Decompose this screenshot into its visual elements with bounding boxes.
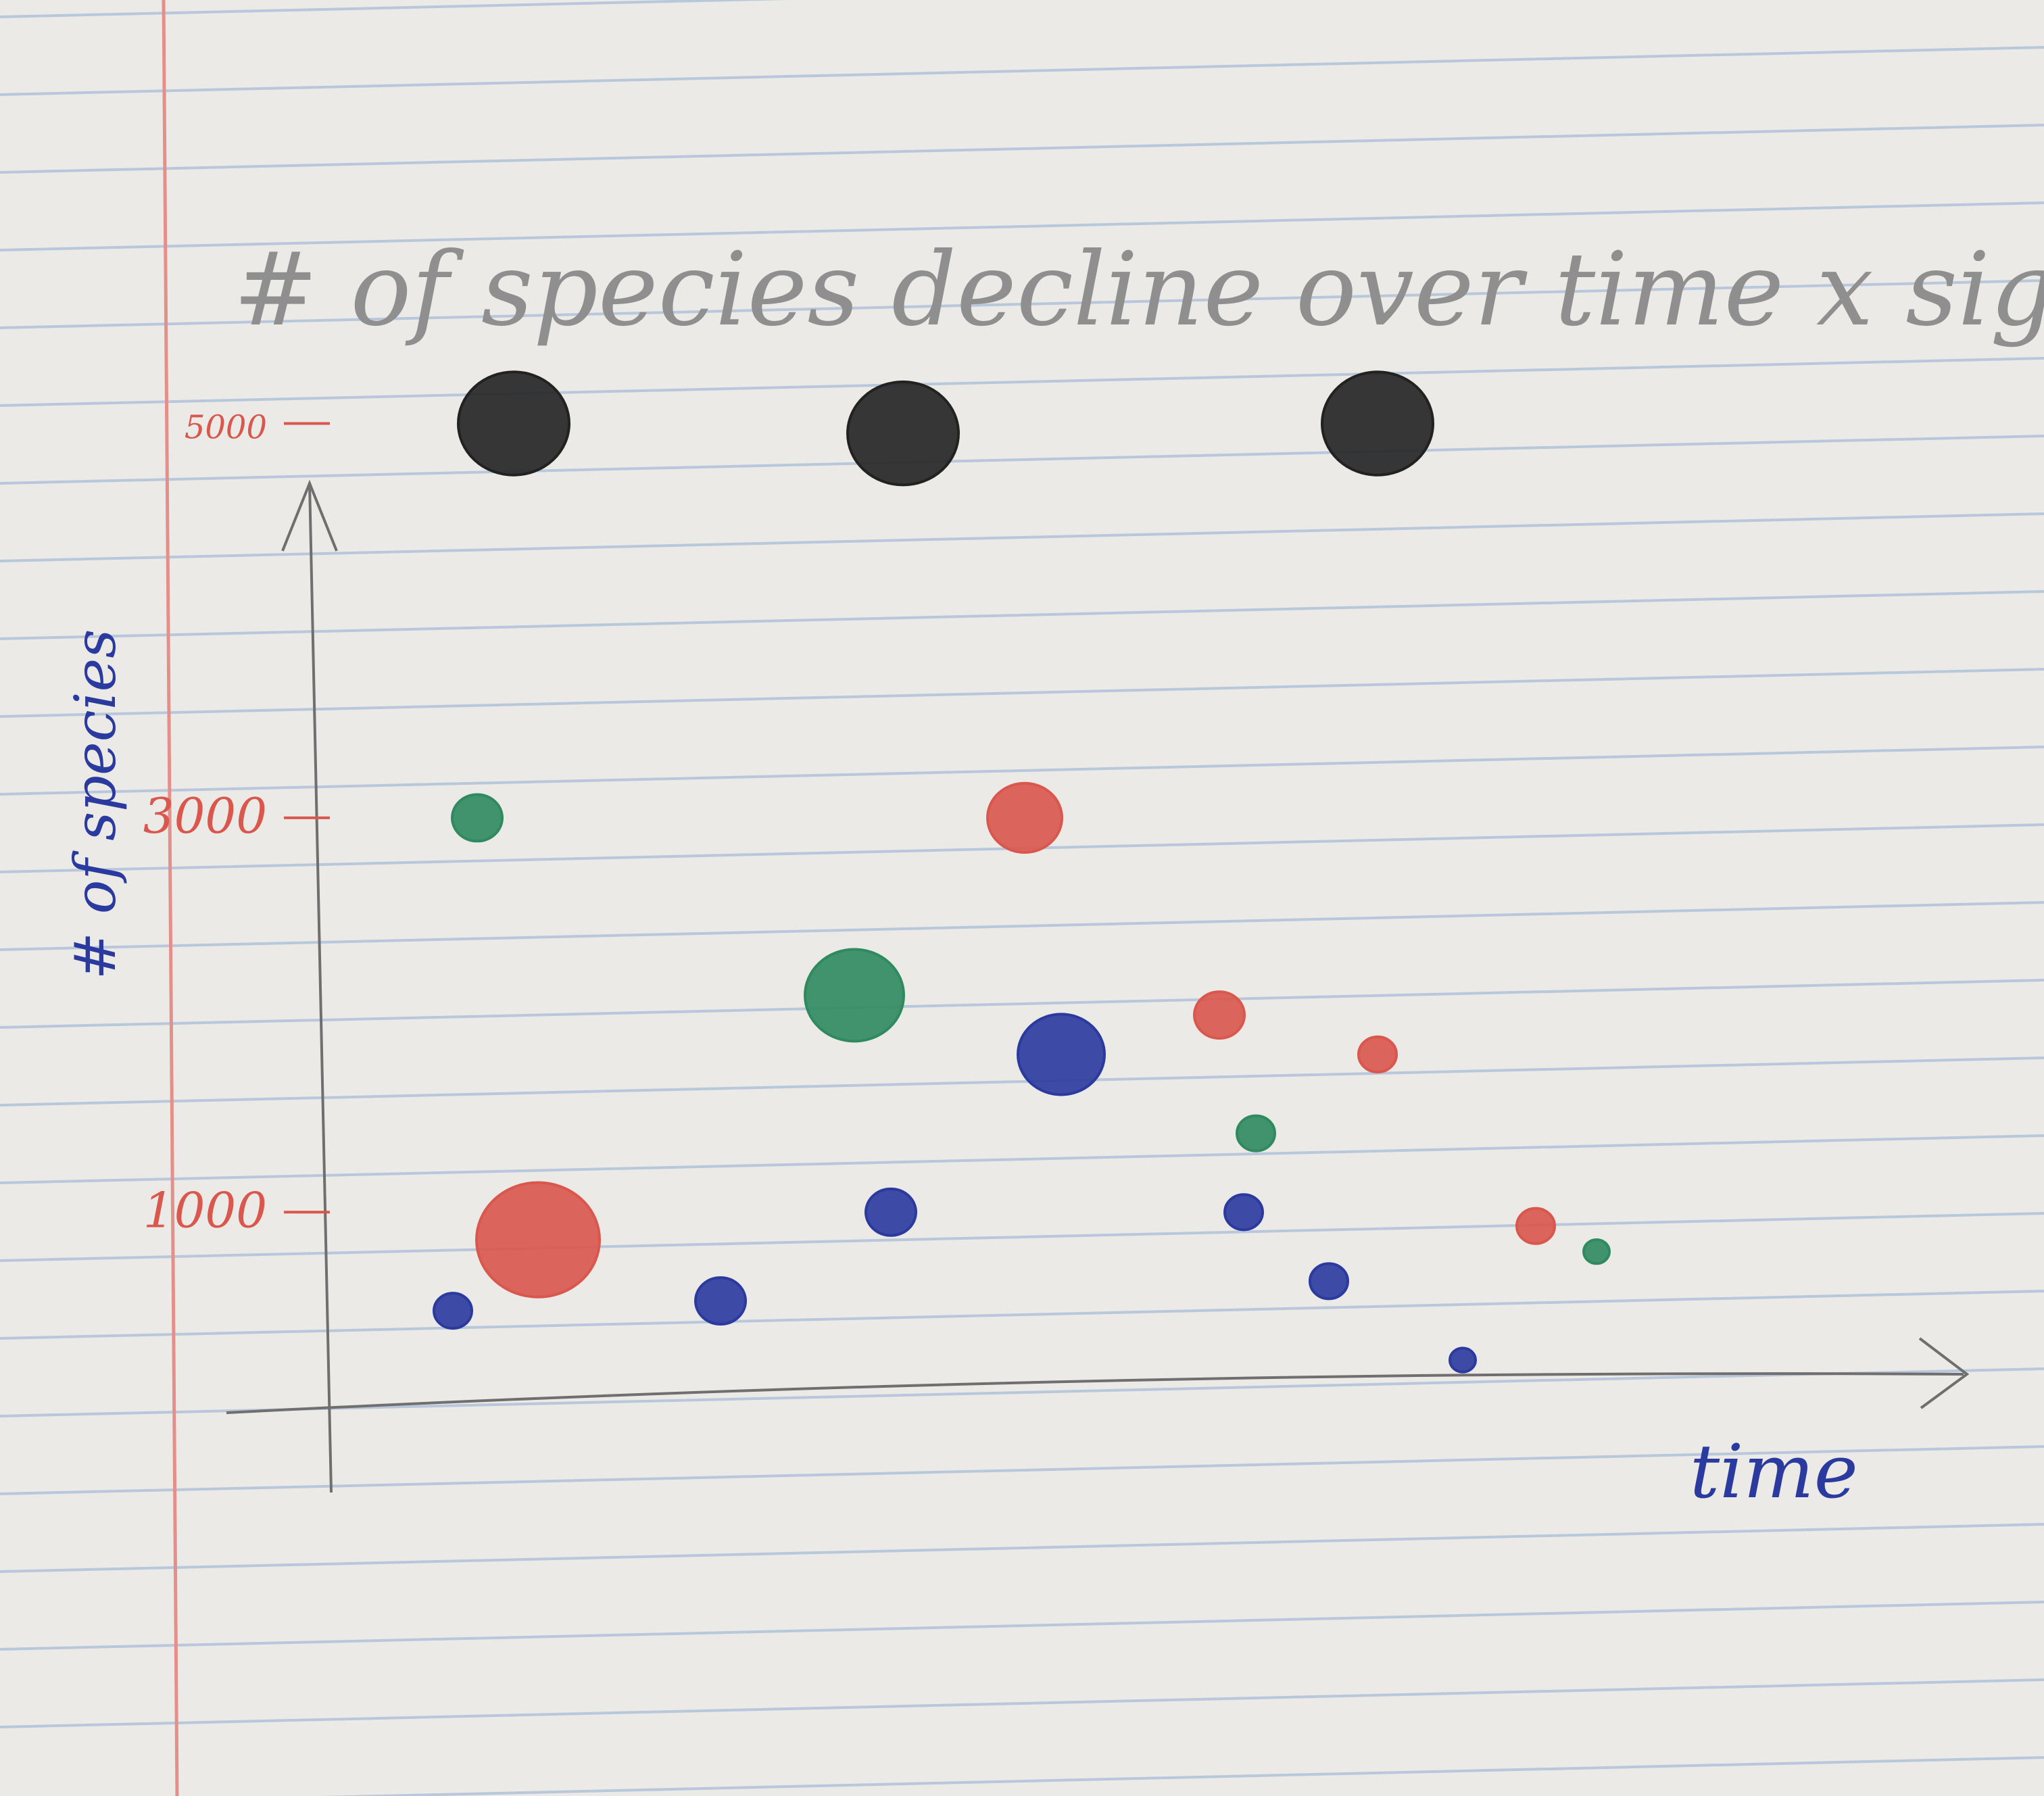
y-axis-label: # of species [62, 629, 128, 980]
scatter-point [865, 1187, 917, 1237]
scatter-point [1449, 1346, 1477, 1374]
scatter-point [1309, 1262, 1349, 1301]
ruled-line [0, 590, 2044, 640]
y-axis [308, 483, 333, 1493]
scatter-point [846, 380, 960, 487]
ruled-line [0, 901, 2044, 951]
ruled-line [0, 357, 2044, 407]
ruled-line [0, 1601, 2044, 1651]
ruled-line [0, 46, 2044, 96]
x-axis-label: time [1690, 1428, 1858, 1515]
y-tick-label: 1000 [143, 1182, 267, 1238]
chart-axes [226, 479, 1970, 1493]
scatter-point [1321, 370, 1434, 477]
ruled-line [0, 512, 2044, 562]
ruled-line [0, 435, 2044, 485]
scatter-point [1236, 1114, 1276, 1152]
ruled-line [0, 1290, 2044, 1340]
ruled-line [0, 279, 2044, 329]
margin-line [162, 0, 179, 1796]
scatter-point [1193, 990, 1246, 1040]
ruled-line [0, 668, 2044, 718]
ruled-line [0, 1523, 2044, 1573]
ruled-line [0, 1445, 2044, 1495]
scatter-point [457, 370, 570, 477]
ruled-line [0, 1057, 2044, 1107]
scatter-point [451, 793, 504, 843]
scatter-point [433, 1292, 473, 1330]
ruled-line [0, 0, 789, 18]
chart-title: # of species decline over time x sightl [233, 231, 2044, 349]
scatter-point [1223, 1193, 1264, 1232]
scatter-point [804, 948, 905, 1043]
y-tick-label: 3000 [143, 787, 267, 844]
scatter-point [986, 781, 1063, 854]
scatter-point [1017, 1013, 1106, 1096]
scatter-point [1357, 1035, 1398, 1073]
y-tick-label: 5000 [185, 409, 267, 447]
scatter-points [433, 370, 1611, 1374]
ruled-line [0, 979, 2044, 1029]
ruled-line [0, 1678, 2044, 1728]
x-axis [226, 1372, 1964, 1414]
y-axis-arrow [281, 479, 338, 552]
ruled-line [0, 746, 2044, 796]
scatter-point [475, 1181, 601, 1299]
scatter-point [1582, 1238, 1611, 1265]
scatter-point [1515, 1207, 1556, 1245]
ruled-line [0, 1134, 2044, 1184]
ruled-line [0, 201, 2044, 251]
y-ticks: 1000 3000 5000 [143, 409, 330, 1238]
ruled-line [0, 124, 2044, 174]
ruled-line [0, 1212, 2044, 1262]
ruled-line [321, 1756, 2044, 1796]
scatter-point [694, 1276, 747, 1326]
x-axis-arrow [1918, 1337, 1970, 1409]
